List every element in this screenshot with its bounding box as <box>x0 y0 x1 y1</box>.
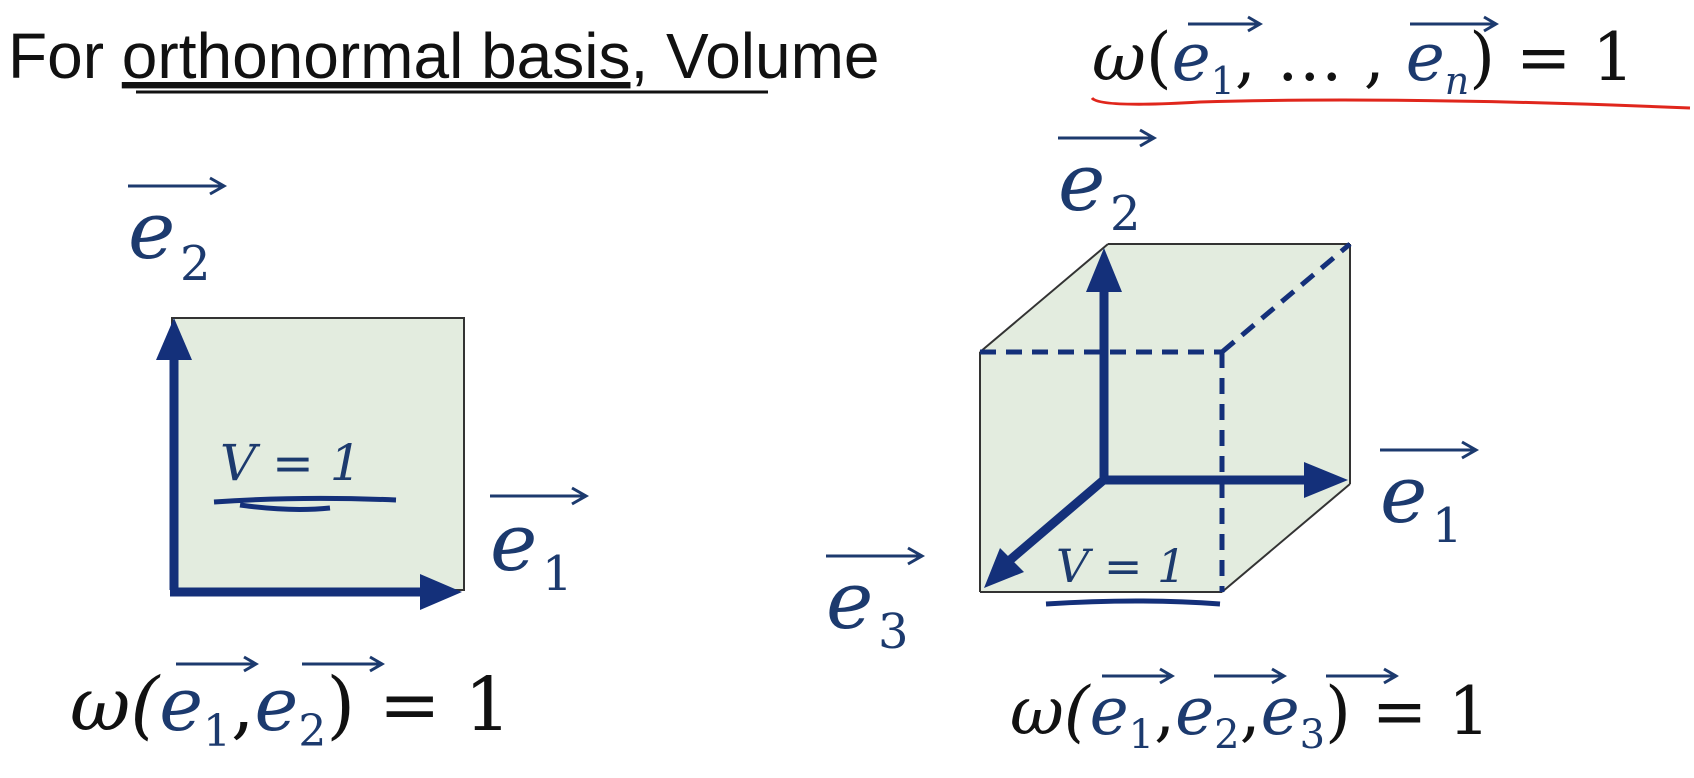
cube-edges <box>979 243 1351 593</box>
vector-e2-3d-arrowhead <box>1086 248 1122 292</box>
svg-text:3: 3 <box>878 604 909 660</box>
right-e2-label: e 2 <box>1058 128 1158 242</box>
vector-e1-arrowhead <box>420 574 462 610</box>
right-volume-underline <box>1045 598 1221 607</box>
svg-text:For orthonormal basis, Volume: For orthonormal basis, Volume <box>8 20 880 92</box>
vector-e3-3d-arrowhead <box>984 548 1024 588</box>
left-formula: ω(e1,e2) = 1 <box>70 655 511 757</box>
title-line: For orthonormal basis, Volume ω(e1, … , … <box>8 15 1691 110</box>
left-volume-label: V = 1 <box>220 434 362 492</box>
svg-text:e: e <box>1058 136 1105 229</box>
cube-dashed-edges <box>980 242 1352 592</box>
left-volume-underline <box>213 495 397 512</box>
title-middle: , Volume <box>630 20 879 92</box>
right-e1-label: e 1 <box>1380 440 1480 554</box>
right-diagram: V = 1 e 2 e 1 e 3 ω(e1,e2,e3) = 1 <box>826 128 1490 758</box>
svg-text:e: e <box>490 496 537 589</box>
svg-text:1: 1 <box>1432 498 1463 554</box>
right-volume-label: V = 1 <box>1056 539 1186 593</box>
left-e2-label: e 2 <box>128 176 228 292</box>
title-formula: ω(e1, … , en) = 1 <box>1092 19 1634 103</box>
title-prefix: For <box>8 20 122 92</box>
title-underlined: orthonormal basis <box>122 20 631 92</box>
unit-square <box>171 317 465 591</box>
left-diagram: V = 1 e 2 e 1 ω(e1,e2) = 1 <box>70 176 590 757</box>
right-e3-label: e 3 <box>826 546 926 660</box>
svg-text:ω(e1,e2) = 1: ω(e1,e2) = 1 <box>70 662 511 757</box>
vector-e2-arrowhead <box>156 318 192 360</box>
vector-e3-3d-arrow <box>1007 474 1109 564</box>
title-vector-arrows <box>1188 15 1499 33</box>
svg-text:ω(e1,e2,e3) = 1: ω(e1,e2,e3) = 1 <box>1010 673 1490 758</box>
svg-text:e: e <box>1380 448 1427 541</box>
vector-e1-3d-arrowhead <box>1304 462 1348 498</box>
svg-text:1: 1 <box>542 546 573 602</box>
left-e1-label: e 1 <box>490 486 590 602</box>
red-underline-annotation <box>1090 96 1691 110</box>
svg-text:2: 2 <box>180 236 211 292</box>
svg-text:e: e <box>826 554 873 647</box>
right-formula: ω(e1,e2,e3) = 1 <box>1010 667 1490 758</box>
svg-text:2: 2 <box>1110 186 1141 242</box>
svg-text:e: e <box>128 184 175 277</box>
